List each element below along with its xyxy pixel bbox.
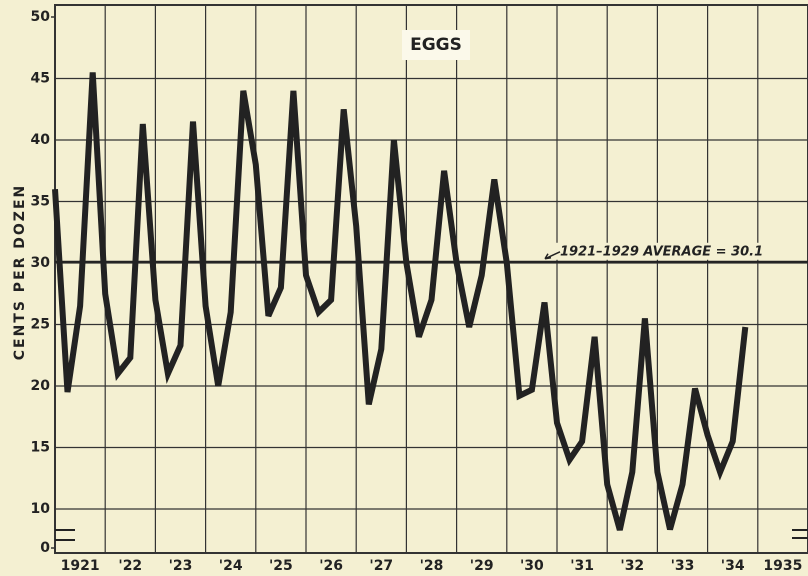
reference-label: 1921–1929 AVERAGE = 30.1 bbox=[560, 244, 763, 259]
x-tick-label: '26 bbox=[319, 558, 343, 574]
x-tick-label: '24 bbox=[219, 558, 243, 574]
x-tick-label: 1921 bbox=[61, 558, 100, 574]
y-axis-label: CENTS PER DOZEN bbox=[12, 184, 28, 361]
x-tick-label: '23 bbox=[169, 558, 193, 574]
axis-break bbox=[55, 529, 808, 541]
x-tick-label: '30 bbox=[520, 558, 544, 574]
x-tick-label: '22 bbox=[118, 558, 142, 574]
x-tick-label: '27 bbox=[369, 558, 393, 574]
y-tick-label: 30 bbox=[31, 255, 51, 271]
x-tick-label: '33 bbox=[671, 558, 695, 574]
y-tick-label: 50 bbox=[31, 9, 51, 25]
x-tick-label: '31 bbox=[570, 558, 594, 574]
plot-frame bbox=[54, 4, 808, 554]
y-tick-label: 10 bbox=[31, 501, 51, 517]
data-line bbox=[52, 72, 749, 531]
y-tick-label: 0 bbox=[40, 540, 50, 556]
y-tick-label: 15 bbox=[31, 440, 50, 456]
x-tick-label: '28 bbox=[420, 558, 444, 574]
x-tick-label: 1935 bbox=[763, 558, 802, 574]
x-tick-label: '34 bbox=[721, 558, 745, 574]
y-tick-label: 20 bbox=[31, 378, 51, 394]
reference-label-bg bbox=[555, 242, 795, 260]
y-tick-label: 45 bbox=[31, 71, 50, 87]
chart-title: EGGS bbox=[410, 35, 462, 55]
y-tick-label: 40 bbox=[31, 132, 51, 148]
x-tick-label: '32 bbox=[620, 558, 644, 574]
x-tick-label: '25 bbox=[269, 558, 293, 574]
x-tick-label: '29 bbox=[470, 558, 494, 574]
reference-pointer bbox=[544, 251, 561, 260]
title-bg bbox=[402, 30, 470, 60]
y-tick-label: 25 bbox=[31, 317, 50, 333]
y-tick-label: 35 bbox=[31, 194, 50, 210]
